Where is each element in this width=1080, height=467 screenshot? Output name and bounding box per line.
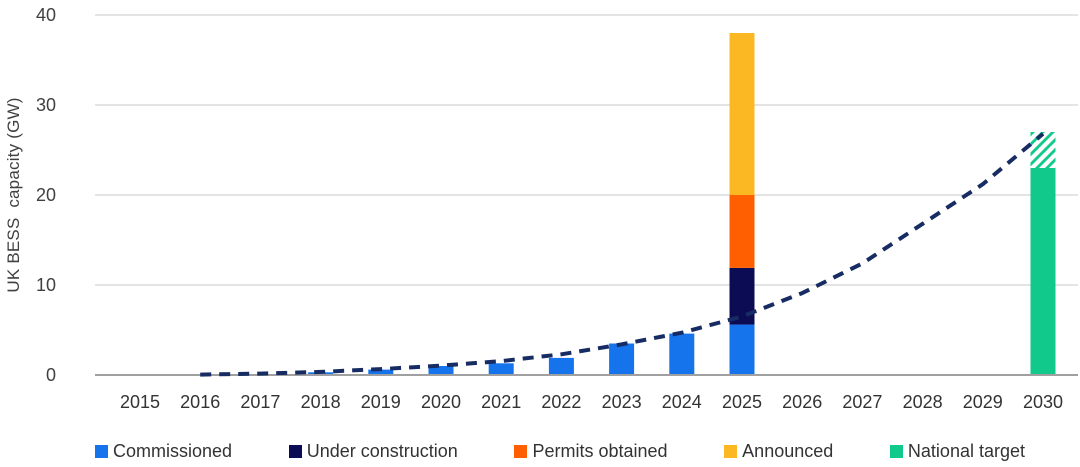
y-tick-30: 30 [36, 95, 56, 115]
x-tick-2019: 2019 [361, 392, 401, 412]
legend-item-announced: Announced [724, 441, 833, 462]
bar-2023-commissioned [609, 343, 635, 375]
bar-2025-announced [729, 33, 755, 195]
y-axis-title: UK BESS capacity (GW) [4, 97, 23, 293]
x-tick-2026: 2026 [782, 392, 822, 412]
y-tick-40: 40 [36, 5, 56, 25]
trend-line-growth-projection [200, 132, 1045, 377]
bar-2025-permits-obtained [729, 195, 755, 268]
x-tick-2020: 2020 [421, 392, 461, 412]
y-tick-0: 0 [46, 365, 56, 385]
legend-label: Commissioned [113, 441, 233, 461]
x-tick-2017: 2017 [240, 392, 280, 412]
bar-2025-commissioned [729, 324, 755, 375]
legend-swatch-permits-obtained [514, 445, 528, 458]
legend-label: Under construction [306, 441, 458, 461]
x-tick-2021: 2021 [481, 392, 521, 412]
x-tick-2028: 2028 [903, 392, 943, 412]
x-tick-2022: 2022 [541, 392, 581, 412]
x-tick-2015: 2015 [120, 392, 160, 412]
x-tick-2025: 2025 [722, 392, 762, 412]
x-tick-2024: 2024 [662, 392, 702, 412]
legend-swatch-national-target [889, 445, 903, 458]
bar-2025-under-construction [729, 267, 755, 325]
bar-2019-commissioned [368, 369, 394, 375]
bar-2024-commissioned [669, 333, 695, 375]
y-tick-10: 10 [36, 275, 56, 295]
legend-item-permits-obtained: Permits obtained [514, 441, 668, 462]
x-tick-2016: 2016 [180, 392, 220, 412]
legend-swatch-announced [724, 445, 738, 458]
legend-swatch-commissioned [95, 445, 108, 458]
legend-label: National target [907, 441, 1025, 461]
y-tick-20: 20 [36, 185, 56, 205]
x-tick-2027: 2027 [842, 392, 882, 412]
bar-2022-commissioned [548, 357, 574, 375]
bar-2030-national-target [1030, 168, 1056, 375]
x-tick-2023: 2023 [602, 392, 642, 412]
legend-label: Permits obtained [532, 441, 668, 461]
bar-2030-national-target-range [1030, 132, 1056, 168]
legend-swatch-under-construction [288, 445, 302, 458]
x-tick-2030: 2030 [1023, 392, 1063, 412]
x-tick-2029: 2029 [963, 392, 1003, 412]
legend-item-under-construction: Under construction [288, 441, 458, 462]
bar-2020-commissioned [428, 366, 454, 375]
bar-2021-commissioned [488, 363, 514, 375]
chart-legend: Commissioned Under construction Permits ob… [95, 441, 1025, 462]
legend-item-national-target: National target [889, 441, 1025, 462]
legend-label: Announced [742, 441, 834, 461]
x-tick-2018: 2018 [301, 392, 341, 412]
legend-item-commissioned: Commissioned [95, 441, 232, 462]
